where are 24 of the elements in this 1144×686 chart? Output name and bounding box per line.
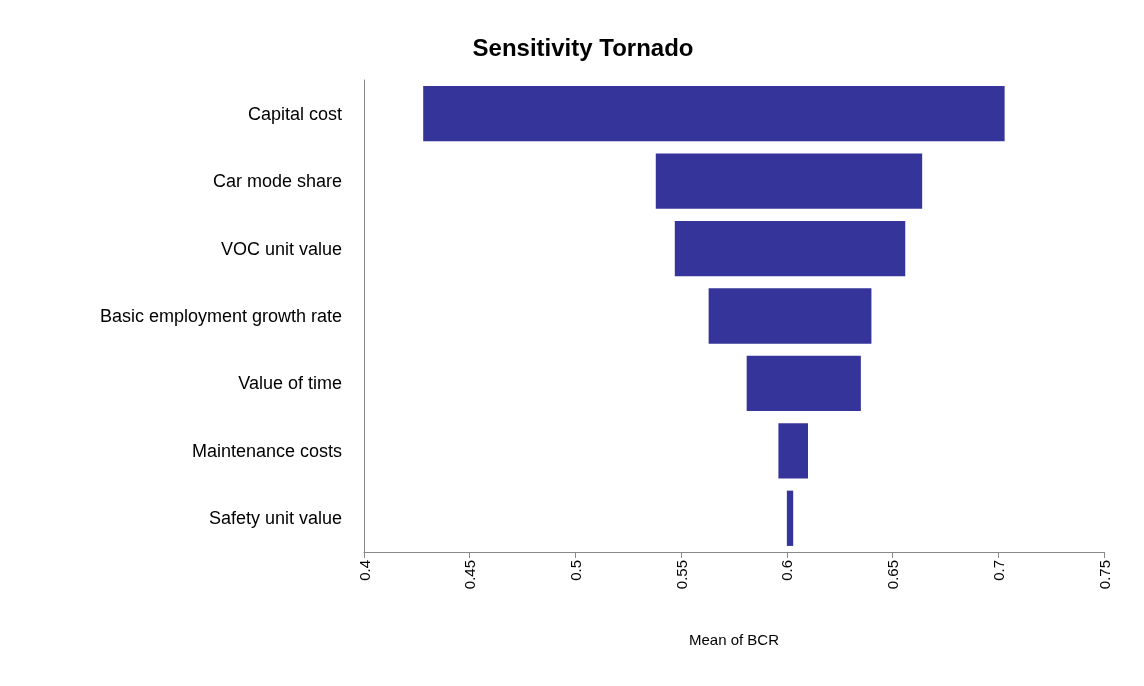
- y-tick-label: Basic employment growth rate: [99, 306, 342, 326]
- x-tick-label: 0.45: [461, 560, 479, 590]
- x-tick-label: 0.55: [672, 560, 690, 590]
- x-tick-label: 0.65: [884, 560, 902, 590]
- x-tick-label: 0.5: [566, 560, 584, 581]
- y-tick-label: VOC unit value: [220, 238, 342, 259]
- y-tick-label: Capital cost: [247, 103, 342, 124]
- bar: [655, 153, 923, 209]
- y-tick-label: Safety unit value: [208, 508, 342, 529]
- bar: [786, 490, 794, 546]
- chart-title: Sensitivity Tornado: [472, 33, 694, 61]
- x-tick-label: 0.6: [778, 560, 796, 581]
- x-tick-label: 0.7: [989, 560, 1007, 581]
- y-tick-label: Value of time: [238, 373, 342, 394]
- x-tick-label: 0.75: [1095, 560, 1113, 590]
- bar: [423, 86, 1005, 142]
- y-tick-label: Maintenance costs: [191, 440, 342, 461]
- bar: [674, 220, 906, 277]
- x-tick-label: 0.4: [355, 560, 373, 581]
- bar: [778, 423, 808, 479]
- bar: [746, 355, 861, 412]
- x-axis-title: Mean of BCR: [688, 631, 780, 648]
- bar: [708, 288, 872, 344]
- y-tick-label: Car mode share: [212, 171, 342, 192]
